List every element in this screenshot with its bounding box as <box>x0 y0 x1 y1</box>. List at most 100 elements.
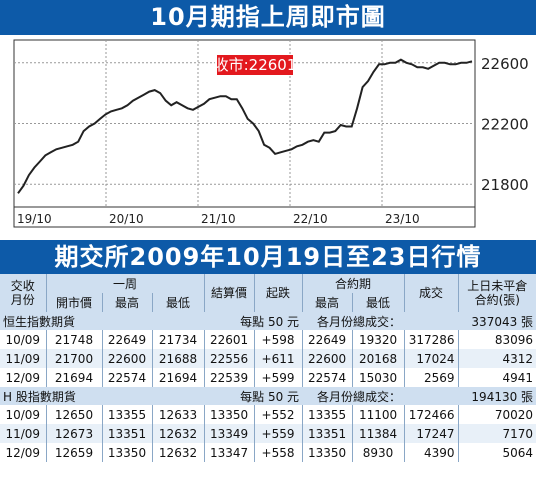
cell-low: 12632 <box>151 424 205 443</box>
cell-low: 21688 <box>151 349 205 368</box>
cell-cp-low: 11100 <box>351 405 405 424</box>
th-low: 最低 <box>151 293 205 312</box>
cell-month: 12/09 <box>0 368 46 387</box>
cell-change: +611 <box>253 349 303 368</box>
group-total-label: 各月份總成交： <box>302 387 405 405</box>
table-row: 12/09 21694 22574 21694 22539 +599 22574… <box>0 368 536 387</box>
cell-volume: 317286 <box>403 330 459 349</box>
cell-open-interest: 4941 <box>457 368 536 387</box>
cell-cp-high: 13355 <box>301 405 353 424</box>
table-title: 期交所2009年10月19日至23日行情 <box>54 243 482 271</box>
cell-low: 21734 <box>151 330 205 349</box>
cell-change: +598 <box>253 330 303 349</box>
cell-open: 12650 <box>45 405 102 424</box>
table-row: 11/09 21700 22600 21688 22556 +611 22600… <box>0 349 536 368</box>
group-total-value: 194130 張 <box>404 387 536 405</box>
cell-open-interest: 70020 <box>457 405 536 424</box>
cell-open: 21748 <box>45 330 102 349</box>
th-week: 一周 <box>45 274 205 293</box>
cell-high: 22574 <box>101 368 152 387</box>
header-row-1: 交收 月份 一周 結算價 起跌 合約期 成交 上日未平倉 合約(張) <box>0 274 536 312</box>
th-volume: 成交 <box>403 274 459 312</box>
cell-volume: 4390 <box>403 443 459 462</box>
th-cp-low: 最低 <box>351 293 405 312</box>
cell-high: 13350 <box>101 443 152 462</box>
table-row: 10/09 12650 13355 12633 13350 +552 13355… <box>0 405 536 424</box>
futures-table: 交收 月份 一周 結算價 起跌 合約期 成交 上日未平倉 合約(張) 開市價 最… <box>0 274 536 462</box>
cell-cp-high: 22649 <box>301 330 353 349</box>
cell-open: 12673 <box>45 424 102 443</box>
cell-low: 12632 <box>151 443 205 462</box>
cell-cp-high: 13350 <box>301 443 353 462</box>
th-cp-high: 最高 <box>301 293 353 312</box>
th-high: 最高 <box>101 293 152 312</box>
x-tick-label: 21/10 <box>201 212 236 226</box>
table-row: 10/09 21748 22649 21734 22601 +598 22649… <box>0 330 536 349</box>
cell-high: 22600 <box>101 349 152 368</box>
cell-volume: 17024 <box>403 349 459 368</box>
cell-open-interest: 83096 <box>457 330 536 349</box>
y-tick-label: 21800 <box>481 176 529 194</box>
cell-month: 11/09 <box>0 349 46 368</box>
cell-month: 10/09 <box>0 405 46 424</box>
cell-cp-low: 11384 <box>351 424 405 443</box>
group-row-hshare: H 股指數期貨 每點 50 元 各月份總成交： 194130 張 <box>0 387 536 405</box>
cell-low: 21694 <box>151 368 205 387</box>
cell-settle: 22601 <box>203 330 255 349</box>
group-name: H 股指數期貨 <box>0 387 152 405</box>
close-annotation-text: 收市:22601 <box>214 56 297 74</box>
group-total-value: 337043 張 <box>404 312 536 330</box>
y-tick-label: 22600 <box>481 55 529 73</box>
th-open: 開市價 <box>45 293 102 312</box>
cell-cp-low: 20168 <box>351 349 405 368</box>
close-annotation-box <box>217 55 293 75</box>
cell-open: 21700 <box>45 349 102 368</box>
cell-settle: 22556 <box>203 349 255 368</box>
price-line <box>17 58 473 194</box>
intraday-chart-svg: 19/10 20/10 21/10 22/10 23/10 22600 22200 21800… <box>13 39 529 228</box>
x-tick-label: 20/10 <box>109 212 144 226</box>
th-contract-period: 合約期 <box>301 274 405 293</box>
intraday-chart: 19/10 20/10 21/10 22/10 23/10 22600 22200 21800… <box>0 35 536 240</box>
cell-open: 12659 <box>45 443 102 462</box>
cell-settle: 13350 <box>203 405 255 424</box>
th-contract-month: 交收 月份 <box>0 274 46 312</box>
cell-cp-high: 13351 <box>301 424 353 443</box>
cell-high: 13355 <box>101 405 152 424</box>
table-row: 11/09 12673 13351 12632 13349 +559 13351… <box>0 424 536 443</box>
cell-low: 12633 <box>151 405 205 424</box>
cell-cp-low: 8930 <box>351 443 405 462</box>
cell-open-interest: 5064 <box>457 443 536 462</box>
th-change: 起跌 <box>253 274 303 312</box>
cell-cp-high: 22574 <box>301 368 353 387</box>
table-title-banner: 期交所2009年10月19日至23日行情 <box>0 240 536 274</box>
cell-high: 13351 <box>101 424 152 443</box>
group-point-value: 每點 50 元 <box>152 312 303 330</box>
table-row: 12/09 12659 13350 12632 13347 +558 13350… <box>0 443 536 462</box>
th-open-interest: 上日未平倉 合約(張) <box>457 274 536 312</box>
group-total-label: 各月份總成交： <box>302 312 405 330</box>
cell-volume: 2569 <box>403 368 459 387</box>
group-row-hsi: 恒生指數期貨 每點 50 元 各月份總成交： 337043 張 <box>0 312 536 330</box>
cell-open-interest: 7170 <box>457 424 536 443</box>
cell-change: +552 <box>253 405 303 424</box>
x-tick-label: 22/10 <box>293 212 328 226</box>
cell-settle: 13349 <box>203 424 255 443</box>
cell-change: +559 <box>253 424 303 443</box>
cell-settle: 22539 <box>203 368 255 387</box>
x-tick-label: 23/10 <box>385 212 420 226</box>
chart-title-banner: 10月期指上周即市圖 <box>0 0 536 35</box>
cell-cp-low: 19320 <box>351 330 405 349</box>
cell-cp-low: 15030 <box>351 368 405 387</box>
chart-title: 10月期指上周即市圖 <box>150 3 386 31</box>
cell-volume: 17247 <box>403 424 459 443</box>
close-annotation: 收市:22601 <box>214 55 297 75</box>
cell-change: +558 <box>253 443 303 462</box>
cell-month: 12/09 <box>0 443 46 462</box>
cell-high: 22649 <box>101 330 152 349</box>
cell-cp-high: 22600 <box>301 349 353 368</box>
cell-month: 10/09 <box>0 330 46 349</box>
cell-open-interest: 4312 <box>457 349 536 368</box>
cell-month: 11/09 <box>0 424 46 443</box>
header-row-2: 開市價 最高 最低 最高 最低 <box>0 293 536 312</box>
